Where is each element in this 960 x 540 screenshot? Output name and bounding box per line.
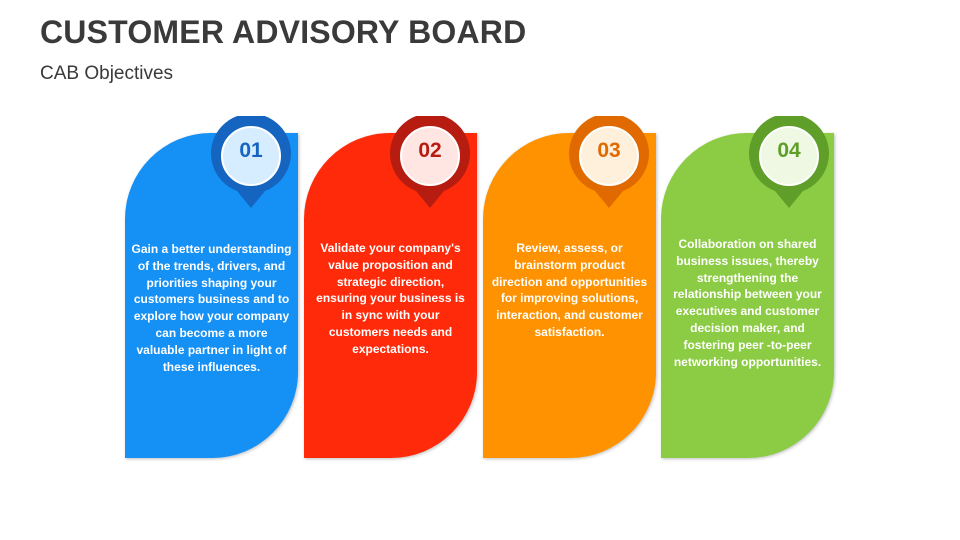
badge-pin-icon — [390, 116, 470, 208]
badge-number: 02 — [418, 139, 442, 162]
number-badge-2: 02 — [390, 116, 470, 212]
card-text: Collaboration on shared business issues,… — [673, 237, 822, 369]
card-text: Gain a better understanding of the trend… — [131, 242, 292, 374]
page-subtitle: CAB Objectives — [40, 63, 174, 84]
badge-number: 03 — [597, 139, 621, 162]
card-text: Review, assess, or brainstorm product di… — [491, 241, 648, 339]
badge-pin-icon — [569, 116, 649, 208]
number-badge-3: 03 — [569, 116, 649, 212]
number-badge-4: 04 — [749, 116, 829, 212]
badge-pin-icon — [749, 116, 829, 208]
badge-number: 01 — [239, 139, 263, 162]
page-title: CUSTOMER ADVISORY BOARD — [40, 14, 527, 50]
badge-number: 04 — [777, 139, 801, 162]
card-text: Validate your company's value propositio… — [316, 241, 465, 356]
objective-card-4: Collaboration on shared business issues,… — [661, 133, 834, 458]
number-badge-1: 01 — [211, 116, 291, 212]
badge-pin-icon — [211, 116, 291, 208]
